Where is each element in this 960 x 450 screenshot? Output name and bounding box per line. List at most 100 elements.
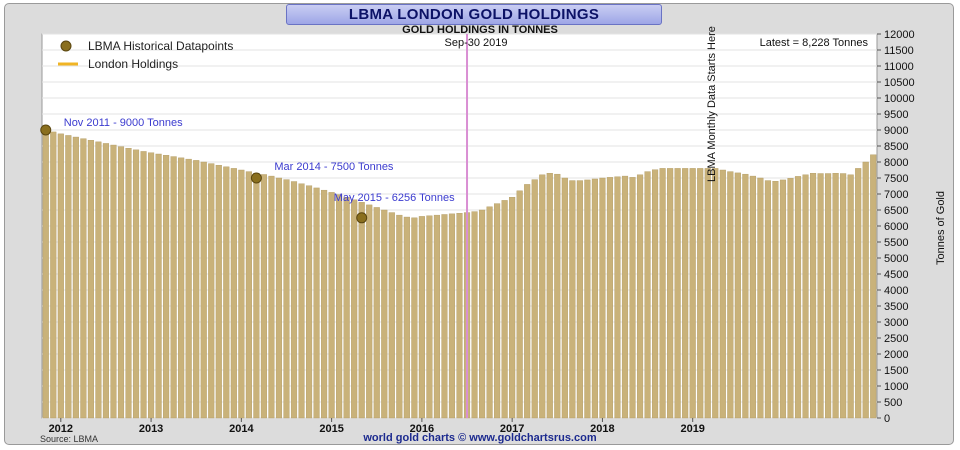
- bar: [313, 187, 320, 419]
- y-tick-label: 4500: [884, 269, 908, 281]
- y-tick-label: 2500: [884, 333, 908, 345]
- bar: [802, 174, 809, 419]
- y-tick-label: 6000: [884, 221, 908, 233]
- y-tick-label: 2000: [884, 349, 908, 361]
- y-tick-label: 11500: [884, 45, 914, 57]
- y-tick-label: 6500: [884, 205, 908, 217]
- annotation-label: Nov 2011 - 9000 Tonnes: [64, 117, 183, 129]
- bar: [764, 180, 771, 419]
- bar: [170, 156, 177, 419]
- bar: [561, 177, 568, 419]
- bar: [606, 177, 614, 419]
- bar: [742, 173, 749, 419]
- bar: [193, 160, 200, 419]
- bar: [734, 172, 741, 419]
- bar: [509, 196, 516, 419]
- y-tick-label: 3500: [884, 301, 908, 313]
- chart-subtitle: GOLD HOLDINGS IN TONNES: [402, 24, 558, 36]
- bar: [501, 200, 508, 419]
- bar: [238, 169, 245, 419]
- x-tick-label: 2016: [410, 423, 434, 435]
- bar: [667, 168, 674, 419]
- bar: [95, 141, 102, 419]
- bar: [719, 169, 726, 419]
- historical-datapoints: [40, 124, 368, 224]
- bar: [546, 172, 553, 419]
- source-label: Source: LBMA: [40, 434, 99, 444]
- date-label: Sep-30 2019: [445, 37, 508, 49]
- datapoint-marker: [250, 172, 262, 184]
- bar: [110, 144, 117, 419]
- y-tick-label: 10500: [884, 77, 915, 89]
- y-tick-label: 9500: [884, 109, 908, 121]
- latest-label: Latest = 8,228 Tonnes: [760, 37, 869, 49]
- x-axis-ticks: 2012 2013 2014 2015 2016 2017 2018 2019: [49, 418, 705, 435]
- bar: [554, 173, 561, 419]
- bar: [855, 168, 862, 419]
- bar: [749, 175, 756, 419]
- bar: [87, 140, 94, 419]
- annotation-label: May 2015 - 6256 Tonnes: [334, 192, 455, 204]
- bar: [208, 163, 215, 419]
- bar: [178, 157, 185, 419]
- bar: [426, 215, 433, 419]
- y-tick-label: 9000: [884, 125, 908, 137]
- x-tick-label: 2014: [229, 423, 254, 435]
- x-tick-label: 2017: [500, 423, 524, 435]
- bar: [629, 177, 636, 419]
- bar: [132, 149, 140, 419]
- bar: [57, 133, 64, 419]
- bar: [223, 166, 230, 419]
- bar: [230, 168, 237, 419]
- bar: [787, 178, 794, 419]
- bar: [396, 214, 403, 419]
- x-tick-label: 2015: [319, 423, 343, 435]
- bar: [275, 177, 283, 419]
- bar: [388, 212, 395, 419]
- bar: [862, 161, 869, 419]
- x-tick-label: 2018: [590, 423, 614, 435]
- legend-datapoint-marker-icon: [60, 40, 72, 52]
- y-tick-label: 5000: [884, 253, 908, 265]
- y-tick-label: 1500: [884, 365, 908, 377]
- bar: [682, 168, 689, 419]
- bar: [268, 175, 275, 419]
- y-tick-label: 8500: [884, 141, 908, 153]
- bar: [403, 216, 410, 419]
- y-tick-label: 5500: [884, 237, 908, 249]
- bar: [840, 173, 847, 419]
- chart-title: LBMA LONDON GOLD HOLDINGS: [286, 4, 662, 25]
- bar: [757, 177, 764, 419]
- bar: [817, 173, 824, 419]
- bar: [321, 189, 328, 419]
- bar: [336, 194, 343, 419]
- bar: [486, 206, 493, 419]
- bar: [614, 176, 621, 419]
- y-tick-label: 500: [884, 397, 902, 409]
- bar: [441, 214, 448, 419]
- bar: [569, 180, 576, 419]
- legend: LBMA Historical Datapoints London Holdin…: [58, 39, 233, 71]
- y-tick-label: 3000: [884, 317, 908, 329]
- y-tick-label: 7000: [884, 189, 908, 201]
- bar: [72, 136, 79, 419]
- bar: [471, 211, 478, 419]
- bar: [80, 138, 87, 419]
- datapoint-marker: [356, 212, 368, 224]
- bar: [140, 151, 147, 419]
- bar: [689, 168, 696, 419]
- bar: [531, 179, 538, 419]
- legend-label-holdings: London Holdings: [88, 57, 178, 71]
- bar: [411, 217, 418, 419]
- y-tick-label: 8000: [884, 157, 908, 169]
- legend-label-datapoints: LBMA Historical Datapoints: [88, 39, 233, 53]
- y-axis-ticks: 0 500 1000 1500 2000 2500 3000 3500 4000 4500 5000…: [877, 29, 915, 425]
- bar: [433, 214, 440, 419]
- bar: [125, 148, 132, 419]
- bar: [644, 171, 651, 419]
- y-tick-label: 1000: [884, 381, 908, 393]
- bar: [448, 213, 456, 419]
- y-tick-label: 12000: [884, 29, 915, 41]
- bar: [832, 172, 839, 419]
